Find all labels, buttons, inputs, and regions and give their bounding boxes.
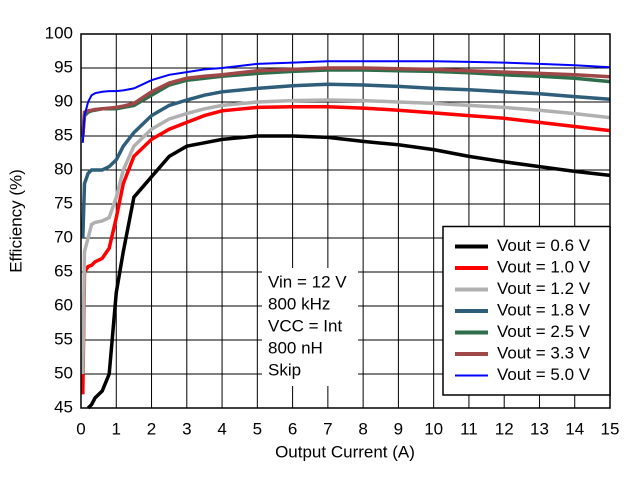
series-line [81, 82, 611, 239]
x-tick-label: 10 [424, 419, 443, 438]
x-tick-label: 1 [112, 419, 121, 438]
x-tick-label: 8 [358, 419, 367, 438]
annotation: Skip [268, 360, 301, 379]
y-axis-label: Efficiency (%) [6, 169, 25, 273]
x-tick-label: 7 [323, 419, 332, 438]
y-tick-label: 45 [54, 397, 73, 416]
x-axis-label: Output Current (A) [275, 442, 415, 461]
plot-frame [80, 33, 611, 409]
series-line [86, 134, 611, 410]
y-tick-label: 75 [54, 193, 73, 212]
legend-label: Vout = 1.2 V [497, 279, 591, 298]
y-tick-label: 95 [54, 57, 73, 76]
x-tick-label: 11 [460, 419, 478, 438]
series-line [81, 105, 611, 395]
y-tick-label: 80 [54, 159, 73, 178]
y-tick-label: 65 [54, 261, 73, 280]
series-line [81, 68, 611, 137]
x-tick-label: 3 [182, 419, 191, 438]
y-tick-label: 90 [54, 91, 73, 110]
annotation: 800 kHz [268, 294, 330, 313]
annotation: 800 nH [268, 338, 323, 357]
x-tick-label: 9 [394, 419, 403, 438]
legend-label: Vout = 2.5 V [497, 322, 591, 341]
x-tick-label: 4 [217, 419, 226, 438]
legend-label: Vout = 0.6 V [497, 236, 591, 255]
annotation-box [262, 268, 358, 386]
x-tick-label: 2 [147, 419, 156, 438]
legend-label: Vout = 5.0 V [497, 365, 591, 384]
legend-label: Vout = 1.8 V [497, 300, 591, 319]
legend-label: Vout = 1.0 V [497, 257, 591, 276]
legend-label: Vout = 3.3 V [497, 343, 591, 362]
x-tick-label: 5 [253, 419, 262, 438]
x-tick-label: 6 [288, 419, 297, 438]
y-tick-label: 100 [45, 23, 73, 42]
x-tick-label: 15 [601, 419, 620, 438]
y-tick-label: 85 [54, 125, 73, 144]
series-line [81, 98, 611, 375]
y-tick-label: 60 [54, 295, 73, 314]
y-tick-label: 55 [54, 329, 73, 348]
x-tick-label: 0 [76, 419, 85, 438]
x-tick-label: 13 [530, 419, 549, 438]
y-tick-label: 70 [54, 227, 73, 246]
annotation: VCC = Int [268, 316, 342, 335]
annotation: Vin = 12 V [268, 272, 347, 291]
series-line [81, 60, 611, 143]
x-tick-label: 14 [565, 419, 584, 438]
series-line [81, 66, 611, 137]
y-tick-label: 50 [54, 363, 73, 382]
x-tick-label: 12 [495, 419, 514, 438]
